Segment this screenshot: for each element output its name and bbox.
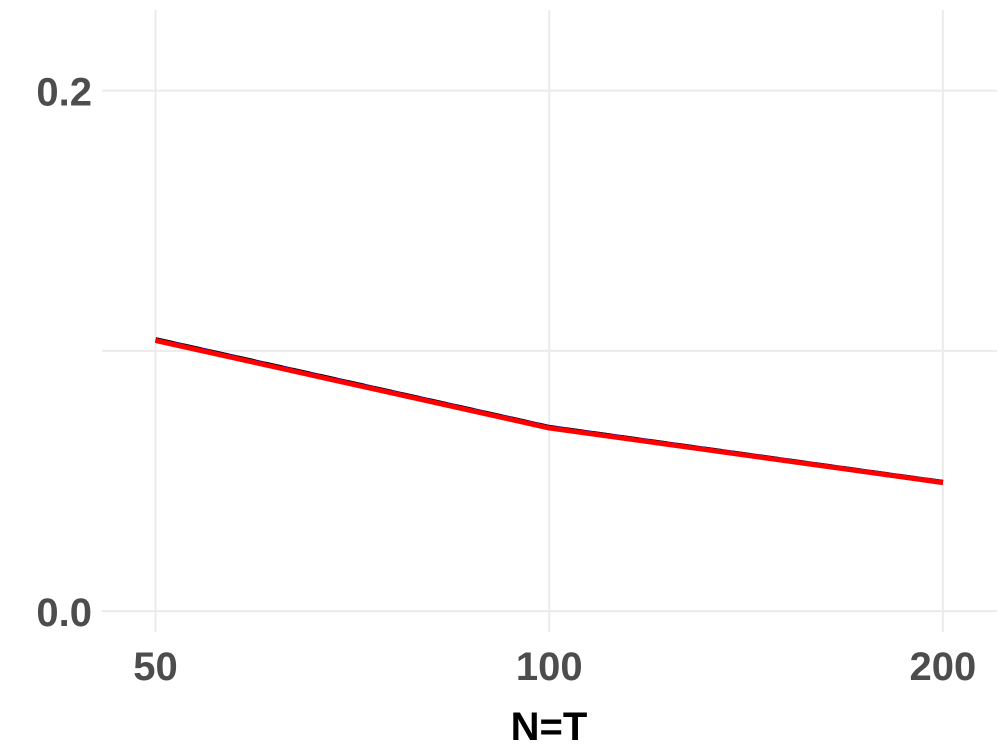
x-tick-label: 50 (133, 645, 178, 689)
x-tick-label: 200 (909, 645, 976, 689)
series-line-2 (155, 338, 944, 486)
y-tick-label: 0.2 (36, 71, 92, 115)
y-tick-label: 0.0 (36, 591, 92, 635)
x-axis-title: N=T (511, 705, 588, 749)
series-lines (155, 337, 944, 486)
grid (102, 10, 997, 632)
x-axis-ticks: 50 100 200 (133, 645, 976, 689)
x-tick-label: 100 (516, 645, 583, 689)
y-axis-ticks: 0.0 0.2 (36, 71, 92, 636)
